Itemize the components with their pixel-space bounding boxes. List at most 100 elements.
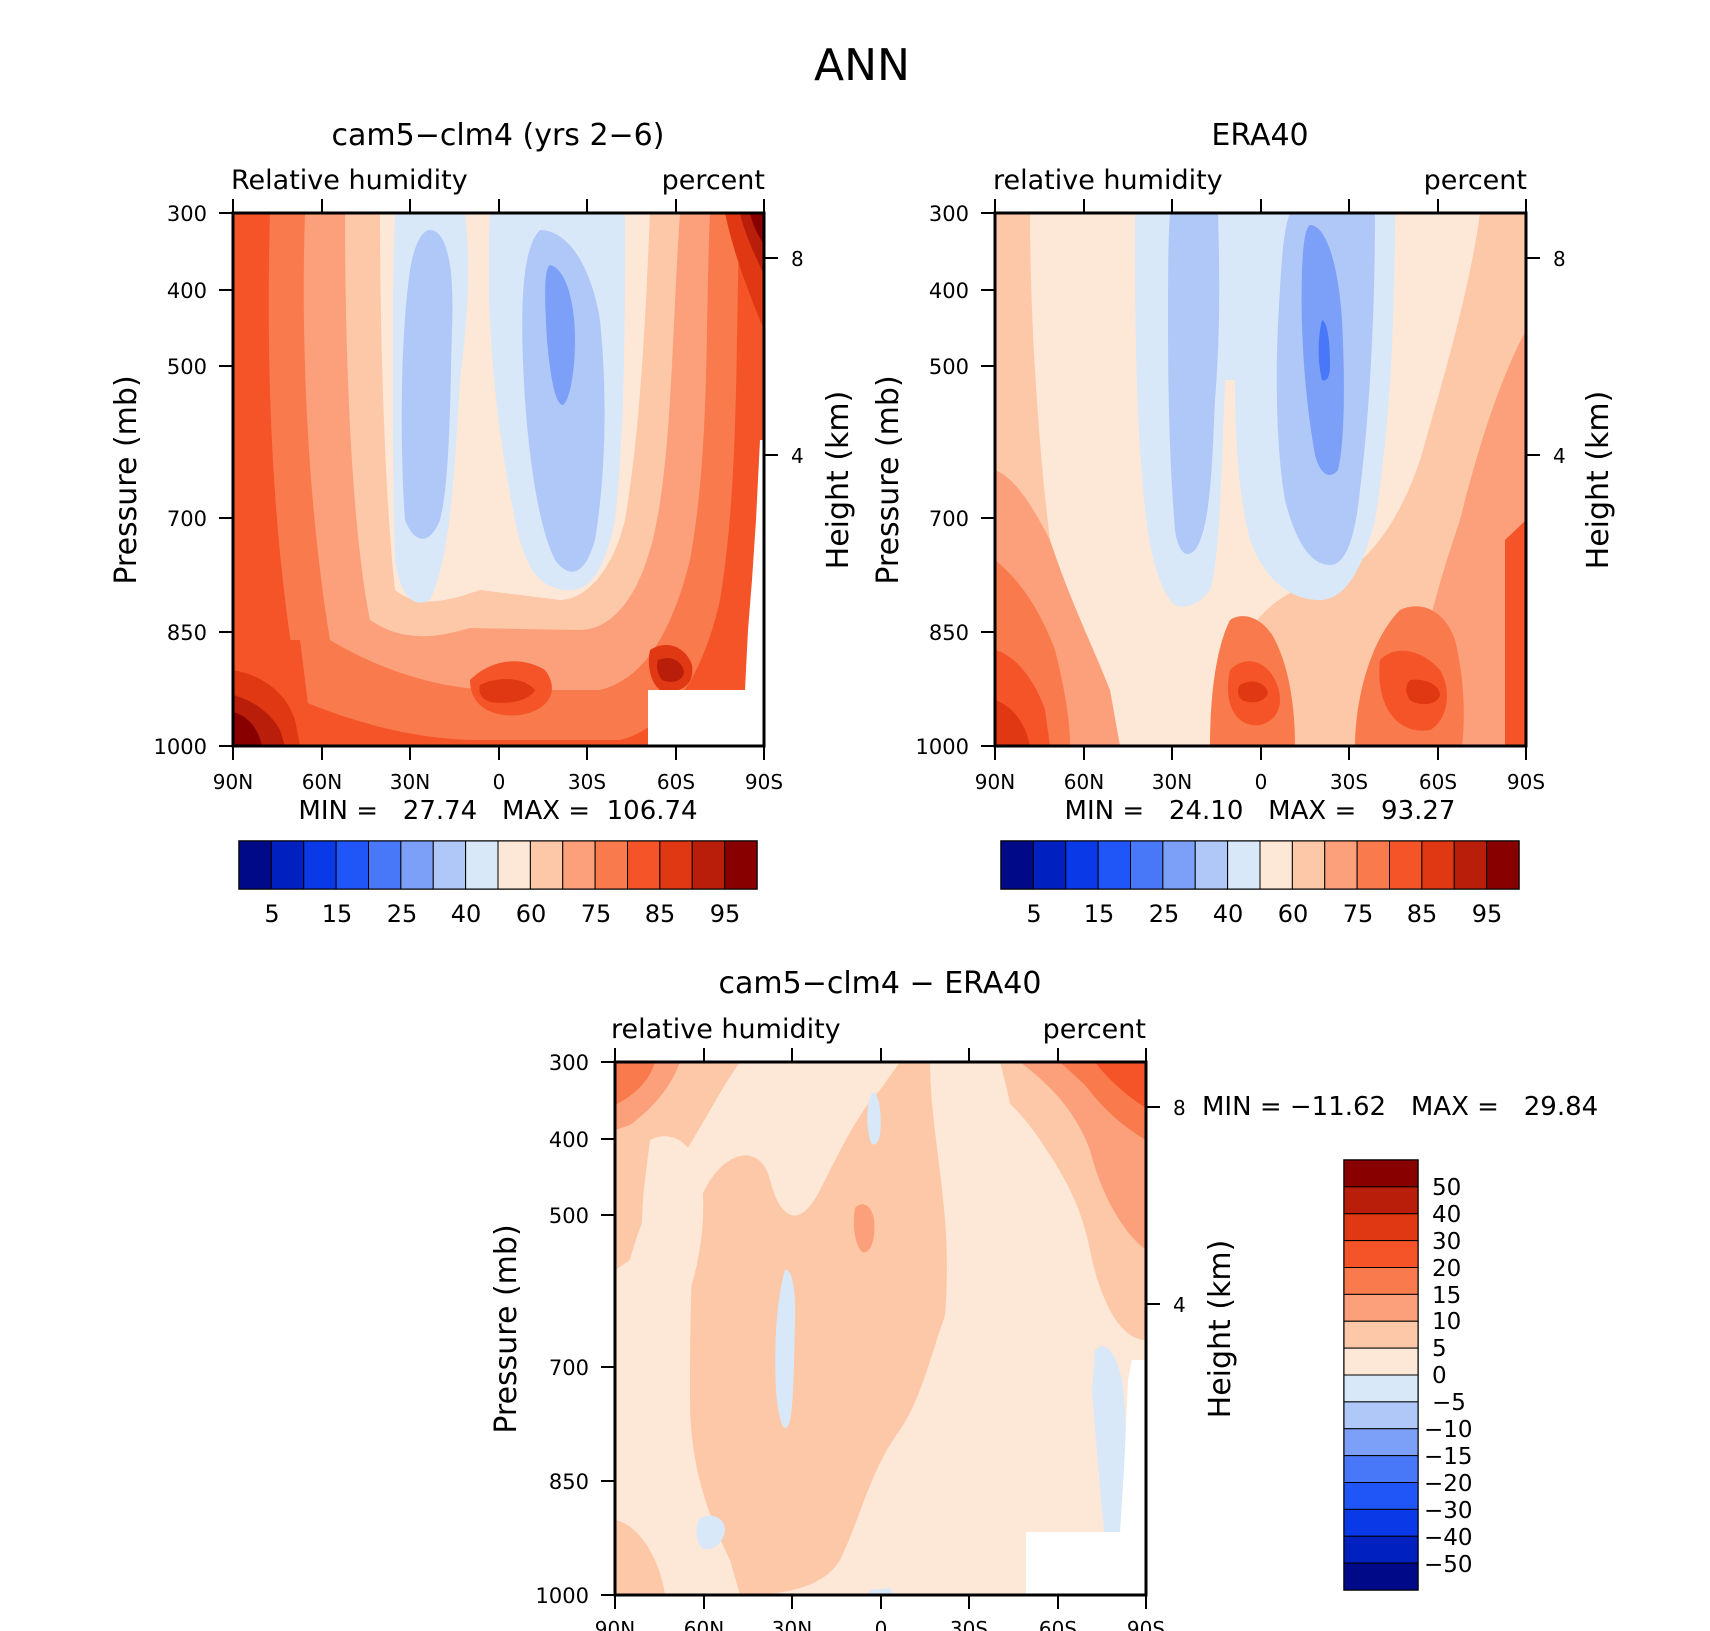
colorbar-label: 40 (451, 900, 482, 928)
contour-band (233, 712, 262, 746)
x-tick-label: 90N (975, 770, 1015, 794)
y-tick-label: 1000 (536, 1584, 589, 1608)
x-tick-label: 30N (1152, 770, 1192, 794)
colorbar-cell (1343, 1401, 1419, 1430)
y-tick-label: 1000 (154, 735, 207, 759)
y-tick-label: 700 (549, 1356, 589, 1380)
colorbar-cell (1343, 1186, 1419, 1215)
colorbar-cell (1130, 840, 1164, 890)
x-tick-label: 0 (875, 1617, 888, 1631)
colorbar-label: 60 (516, 900, 547, 928)
x-tick-label: 90N (595, 1617, 635, 1631)
height-tick-label: 8 (1173, 1096, 1186, 1120)
y-ticks (981, 212, 995, 747)
contour-band (1505, 520, 1526, 746)
min-max-label: MIN = −11.62 MAX = 29.84 (1202, 1092, 1598, 1122)
contour-band (900, 1062, 1017, 1595)
colorbar-cell (529, 840, 564, 890)
figure-title: ANN (814, 40, 910, 91)
colorbar: 50 40 30 20 15 10 5 0 −5 −10 −15 −20 −30… (1343, 1159, 1473, 1591)
colorbar-cell (1259, 840, 1293, 890)
x-tick-label: 30S (568, 770, 606, 794)
x-tick-label: 60N (1064, 770, 1104, 794)
y-axis-title: Pressure (mb) (109, 375, 144, 584)
height-tick-label: 4 (1173, 1293, 1186, 1317)
colorbar-cell (400, 840, 434, 890)
x-ticks (614, 1048, 1147, 1609)
x-tick-label: 60S (1039, 1617, 1077, 1631)
colorbar-cell (1343, 1240, 1419, 1268)
x-tick-label: 30N (772, 1617, 812, 1631)
min-max-label: MIN = 27.74 MAX = 106.74 (298, 796, 697, 826)
colorbar-cell (497, 840, 531, 890)
colorbar-label: 40 (1213, 900, 1244, 928)
colorbar-cell (1453, 840, 1488, 890)
colorbar-label: 95 (1472, 900, 1503, 928)
colorbar-label: 10 (1432, 1309, 1461, 1335)
contour-band (401, 230, 453, 539)
colorbar-label: 15 (1432, 1283, 1461, 1309)
colorbar-cell (1356, 840, 1390, 890)
colorbar-label: 30 (1432, 1229, 1461, 1255)
colorbar-label: 50 (1432, 1175, 1461, 1201)
contour-band (641, 1136, 704, 1321)
y-tick-label: 850 (549, 1470, 589, 1494)
contour-band (1095, 1062, 1146, 1108)
colorbar-label: 15 (322, 900, 353, 928)
y-tick-label: 700 (929, 507, 969, 531)
height-tick-label: 4 (1553, 444, 1566, 468)
missing-data (648, 440, 764, 746)
colorbar-label: −20 (1424, 1471, 1473, 1497)
colorbar-label: −5 (1432, 1390, 1466, 1416)
x-tick-label: 30S (950, 1617, 988, 1631)
colorbar-cell (1194, 840, 1229, 890)
colorbar-label: 75 (1343, 900, 1374, 928)
x-tick-label: 90S (1507, 770, 1545, 794)
height-ticks (1526, 257, 1540, 456)
contour-band (479, 678, 535, 703)
units-label: percent (1424, 165, 1527, 196)
colorbar-cell (1343, 1535, 1419, 1564)
colorbar-cell (238, 840, 272, 890)
height-axis-title: Height (km) (1581, 391, 1616, 570)
height-axis-title: Height (km) (1203, 1240, 1238, 1419)
colorbar-cell (1324, 840, 1358, 890)
y-tick-label: 400 (167, 279, 207, 303)
colorbar-cell (594, 840, 628, 890)
contour-field (233, 213, 764, 746)
y-tick-label: 1000 (916, 735, 969, 759)
height-ticks (1146, 1106, 1160, 1305)
colorbar-cell (270, 840, 305, 890)
colorbar-cell (627, 840, 661, 890)
panel-title: cam5−clm4 (yrs 2−6) (332, 118, 665, 153)
y-tick-label: 850 (167, 621, 207, 645)
x-ticks (232, 199, 765, 760)
contour-band (868, 1588, 895, 1595)
colorbar-label: 60 (1278, 900, 1309, 928)
height-ticks (764, 257, 778, 456)
colorbar-label: 0 (1432, 1363, 1447, 1389)
contour-band (1318, 320, 1330, 381)
colorbar-cell (1343, 1347, 1419, 1376)
contour-band (775, 1269, 796, 1429)
contour-band (1092, 1346, 1126, 1540)
y-axis-title: Pressure (mb) (489, 1224, 524, 1433)
y-tick-label: 400 (929, 279, 969, 303)
panel-era40: ERA40 relative humidity percent (871, 118, 1616, 928)
colorbar-label: 95 (710, 900, 741, 928)
x-tick-label: 30S (1330, 770, 1368, 794)
colorbar-cell (1486, 840, 1520, 890)
colorbar-cells (1343, 1159, 1419, 1591)
colorbar-cells (1000, 840, 1520, 890)
colorbar-label: 15 (1084, 900, 1115, 928)
panel-title: ERA40 (1211, 118, 1308, 153)
colorbar-label: −40 (1424, 1525, 1473, 1551)
colorbar-label: −50 (1424, 1552, 1473, 1578)
panel-title: cam5−clm4 − ERA40 (719, 966, 1042, 1001)
colorbar-cell (1343, 1455, 1419, 1483)
contour-field (615, 1062, 1146, 1595)
panel-model: cam5−clm4 (yrs 2−6) Relative humidity pe… (109, 118, 856, 928)
contour-band (1237, 681, 1268, 703)
colorbar-label: 25 (387, 900, 418, 928)
colorbar-cell (1343, 1508, 1419, 1537)
